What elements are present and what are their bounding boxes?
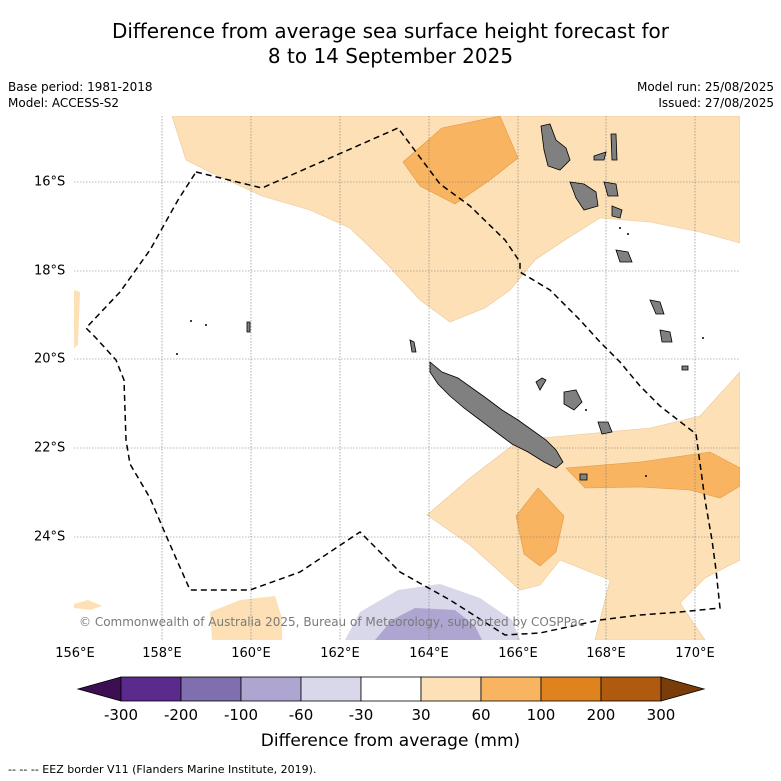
title-line-1: Difference from average sea surface heig… bbox=[111, 19, 670, 43]
vanuatu-island-4 bbox=[569, 181, 599, 211]
lon-label-170: 170°E bbox=[675, 646, 715, 661]
eez-border bbox=[84, 127, 721, 636]
colorbar-bin-6 bbox=[420, 676, 482, 702]
colorbar-bin-5 bbox=[360, 676, 422, 702]
colorbar-extend-low bbox=[76, 676, 122, 702]
colorbar-tick-200: 200 bbox=[586, 706, 616, 724]
colorbar-tick-60: 60 bbox=[471, 706, 491, 724]
vanuatu-island-1 bbox=[540, 123, 571, 171]
attribution-text: © Commonwealth of Australia 2025, Bureau… bbox=[79, 615, 584, 629]
lon-label-164: 164°E bbox=[409, 646, 449, 661]
eez-legend-footnote: -- -- -- EEZ border V11 (Flanders Marine… bbox=[8, 763, 317, 776]
colorbar-bin-2 bbox=[180, 676, 242, 702]
colorbar-tick-30: 30 bbox=[411, 706, 431, 724]
loyalty-island-4 bbox=[563, 389, 583, 411]
metadata-right: Model run: 25/08/2025 Issued: 27/08/2025 bbox=[637, 79, 774, 111]
loyalty-island-2 bbox=[659, 329, 673, 343]
lat-label-24s: 24°S bbox=[34, 529, 66, 545]
colorbar-tick-minus-60: -60 bbox=[288, 706, 314, 724]
anomaly-region-west-edge bbox=[74, 290, 80, 348]
colorbar-bin-1 bbox=[120, 676, 182, 702]
walpole-island bbox=[579, 473, 588, 481]
colorbar-tick-minus-30: -30 bbox=[348, 706, 374, 724]
loyalty-island-3 bbox=[681, 365, 689, 371]
colorbar-title: Difference from average (mm) bbox=[260, 731, 521, 751]
lat-label-16s: 16°S bbox=[34, 174, 66, 190]
loyalty-island-1 bbox=[649, 299, 665, 315]
vanuatu-island-2 bbox=[593, 151, 607, 161]
small-island-2 bbox=[246, 321, 251, 333]
lat-label-20s: 20°S bbox=[34, 351, 66, 367]
colorbar-bin-9 bbox=[600, 676, 662, 702]
colorbar-bin-8 bbox=[540, 676, 602, 702]
colorbar-tick-300: 300 bbox=[646, 706, 676, 724]
anomaly-region-north bbox=[171, 116, 740, 323]
colorbar bbox=[76, 676, 706, 702]
metadata-left: Base period: 1981-2018 Model: ACCESS-S2 bbox=[8, 79, 153, 111]
map-area bbox=[74, 116, 740, 640]
colorbar-tick-minus-300: -300 bbox=[103, 706, 139, 724]
lon-label-166: 166°E bbox=[498, 646, 538, 661]
anomaly-region-southwest bbox=[74, 600, 102, 610]
new-caledonia-main-island bbox=[429, 361, 564, 469]
vanuatu-island-6 bbox=[611, 205, 623, 219]
lon-label-160: 160°E bbox=[231, 646, 271, 661]
anomaly-region-south-center bbox=[210, 596, 282, 640]
colorbar-tick-minus-200: -200 bbox=[163, 706, 199, 724]
vanuatu-island-5 bbox=[603, 181, 619, 197]
vanuatu-island-7 bbox=[615, 249, 633, 263]
vanuatu-island-3 bbox=[610, 133, 618, 161]
colorbar-tick-100: 100 bbox=[526, 706, 556, 724]
base-period: Base period: 1981-2018 bbox=[8, 80, 153, 94]
colorbar-bin-7 bbox=[480, 676, 542, 702]
lon-label-168: 168°E bbox=[586, 646, 626, 661]
colorbar-bin-3 bbox=[240, 676, 302, 702]
lat-label-18s: 18°S bbox=[34, 263, 66, 279]
map-title: Difference from average sea surface heig… bbox=[0, 19, 781, 69]
anomaly-region-east-high bbox=[565, 451, 740, 499]
lon-label-162: 162°E bbox=[320, 646, 360, 661]
model-run: Model run: 25/08/2025 bbox=[636, 80, 774, 94]
islets bbox=[176, 227, 704, 477]
colorbar-extend-high bbox=[660, 676, 706, 702]
small-island-1 bbox=[535, 377, 547, 391]
colorbar-tick-minus-100: -100 bbox=[223, 706, 259, 724]
small-island-3 bbox=[409, 339, 417, 353]
title-line-2: 8 to 14 September 2025 bbox=[267, 44, 514, 68]
isle-of-pines bbox=[597, 421, 613, 435]
lon-label-158: 158°E bbox=[142, 646, 182, 661]
landmasses bbox=[246, 123, 689, 481]
lat-label-22s: 22°S bbox=[34, 440, 66, 456]
lon-label-156: 156°E bbox=[55, 646, 95, 661]
anomaly-region-negative-medium bbox=[375, 608, 482, 640]
anomaly-region-south-high bbox=[515, 487, 565, 567]
issued-date: Issued: 27/08/2025 bbox=[658, 96, 774, 110]
gridlines bbox=[74, 116, 740, 640]
colorbar-bin-4 bbox=[300, 676, 362, 702]
model-name: Model: ACCESS-S2 bbox=[8, 96, 120, 110]
